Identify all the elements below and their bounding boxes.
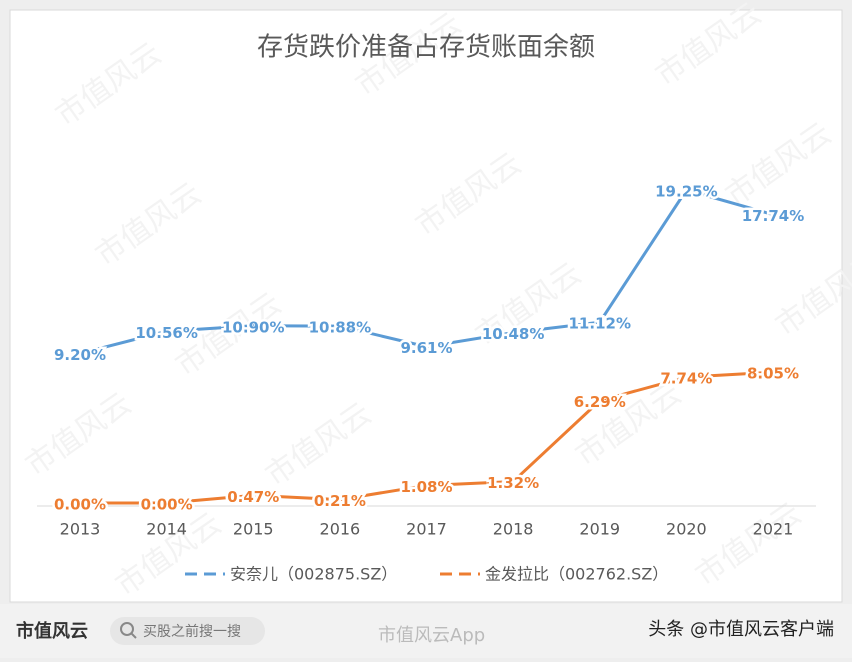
data-label: 10.88% xyxy=(309,319,371,337)
data-label: 10.90% xyxy=(222,318,284,336)
search-icon xyxy=(120,622,134,636)
plot: 2013 2014 2015 2016 2017 2018 2019 2020 2021 9.20… xyxy=(51,180,806,584)
x-tick-label: 2015 xyxy=(233,520,274,539)
data-label: 6.29% xyxy=(574,393,626,411)
x-tick-label: 2021 xyxy=(753,520,794,539)
legend-label: 金发拉比（002762.SZ） xyxy=(485,565,668,584)
data-label: 1.32% xyxy=(487,474,539,492)
data-label: 10.48% xyxy=(482,325,544,343)
series-line xyxy=(80,370,774,505)
data-label: 8.05% xyxy=(747,365,799,383)
x-tick-label: 2016 xyxy=(320,520,361,539)
data-label: 0.00% xyxy=(54,496,106,514)
app-watermark: 市值风云App xyxy=(378,625,485,646)
footer-logo: 市值风云 xyxy=(16,620,88,642)
x-tick-label: 2018 xyxy=(493,520,534,539)
data-label: 9.61% xyxy=(400,339,452,357)
x-tick-label: 2019 xyxy=(579,520,620,539)
search-box[interactable] xyxy=(110,617,265,645)
data-label: 9.20% xyxy=(54,346,106,364)
search-icon-handle xyxy=(130,632,137,639)
data-label: 0.00% xyxy=(141,496,193,514)
search-text: 买股之前搜一搜 xyxy=(143,623,241,640)
x-tick-label: 2014 xyxy=(146,520,187,539)
series-line xyxy=(79,188,774,355)
footer-credit: 头条 @市值风云客户端 xyxy=(648,619,834,640)
data-label: 0.21% xyxy=(314,492,366,510)
data-label: 11.12% xyxy=(569,315,631,333)
data-label: 10.56% xyxy=(135,324,197,342)
data-label: 1.08% xyxy=(400,478,452,496)
data-label: 7.74% xyxy=(660,370,712,388)
chart-title: 存货跌价准备占存货账面余额 xyxy=(257,33,595,63)
legend-label: 安奈儿（002875.SZ） xyxy=(230,565,397,584)
x-tick-label: 2020 xyxy=(666,520,707,539)
x-tick-label: 2013 xyxy=(60,520,101,539)
data-label: 17.74% xyxy=(742,207,804,225)
data-label: 19.25% xyxy=(655,183,717,201)
chart-card xyxy=(9,9,843,603)
x-tick-label: 2017 xyxy=(406,520,447,539)
data-label: 0.47% xyxy=(227,488,279,506)
